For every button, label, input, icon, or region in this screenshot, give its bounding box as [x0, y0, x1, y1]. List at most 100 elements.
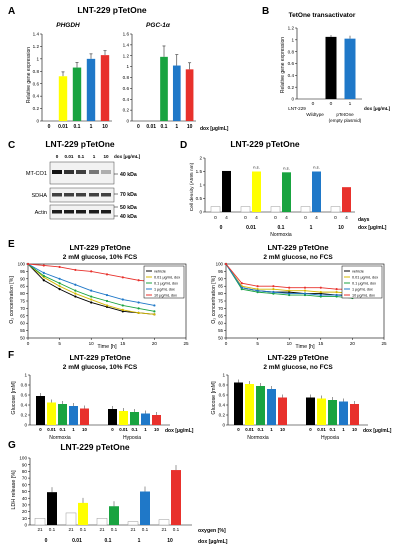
y-tick-label: 85 [218, 284, 223, 289]
x-tick-label: 25 [183, 341, 189, 346]
panel-a-A1-y-tick-label: 1 [36, 56, 39, 61]
y-tick-label: 60 [20, 321, 25, 326]
series-point [240, 282, 243, 285]
x-tick-label: 0.1 [329, 427, 336, 432]
panel-d-y-tick-label: 2 [199, 156, 202, 161]
panel-f-right-x-unit: dox [µg/mL] [363, 428, 392, 434]
series-point [153, 313, 156, 316]
x-tick-label: 10 [280, 427, 285, 432]
panel-e-right-subtitle: 2 mM glucose, no FCS [263, 254, 333, 261]
panel-a: A LNT-229 pTetOne Relative gene expressi… [8, 5, 229, 132]
panel-F1-y-tick-label: 0.4 [21, 403, 28, 408]
panel-b-y-tick-label: 0.8 [288, 49, 295, 54]
x-tick-label: 1 [72, 427, 75, 432]
panel-e-left-subtitle: 2 mM glucose, 10% FCS [63, 254, 138, 261]
x-sub-label: 4 [255, 215, 258, 221]
x-sub-label: 0.1 [111, 527, 118, 532]
legend-label: 10 µg/mL dox [154, 294, 177, 298]
bar-A2-10 [185, 69, 194, 121]
panel-a-x-unit: dox [µg/mL] [200, 126, 229, 132]
x-sub-label: 0 [274, 215, 277, 221]
bar-d-day4-10 [342, 187, 351, 212]
y-tick-label: 50 [218, 336, 223, 341]
panel-g-y-tick-label: 10 [22, 516, 28, 521]
series-point [58, 282, 61, 285]
bar-g-01-10 [171, 470, 181, 525]
chart-pgc1a: 0 0.2 0.4 0.6 0.8 1 1.2 1.4 1.6 0 0.01 0.1 1 10 [123, 32, 196, 130]
panel-F1-y-tick-label: 0.8 [21, 383, 28, 388]
chart-tetone: 0 0.2 0.4 0.6 0.8 1 1.2 0 0 1 [288, 26, 362, 107]
y-tick-label: 75 [218, 299, 223, 304]
sig-label: n.s. [253, 165, 259, 170]
panel-g-y-tick-label: 80 [22, 469, 28, 474]
x-sub-label: 0.1 [173, 527, 180, 532]
panel-c-dox-label: dox [µg/mL] [114, 154, 141, 159]
y-tick-label: 65 [20, 313, 25, 318]
panel-d-title: LNT-229 pTetOne [230, 139, 300, 149]
panel-b-group-tet-2: (empty plasmid) [329, 118, 362, 123]
chart-glucose-fcs: 00.20.40.60.810 0.01 0.1 1 10 0 0.01 0.1 1 10 [21, 373, 170, 432]
x-tick-label: 5 [256, 341, 259, 346]
y-tick-label: 100 [216, 262, 224, 267]
panel-a-A1-y-tick-label: 0.6 [33, 81, 40, 86]
series-point [319, 293, 322, 297]
bar-A1-0.01 [58, 76, 68, 121]
y-tick-label: 90 [218, 276, 223, 281]
bar-A1-1 [86, 58, 96, 121]
x-tick-label: 15 [318, 341, 324, 346]
series-point [58, 277, 61, 280]
panel-F1-y-tick-label: 0.6 [21, 393, 28, 398]
legend-label: vehicle [154, 270, 166, 274]
y-tick-label: 95 [20, 269, 25, 274]
x-sub-label: 21 [130, 527, 136, 532]
blot-lane-0.1: 0.1 [78, 154, 85, 159]
x-tick-label: 1 [310, 225, 313, 231]
series-point [74, 268, 77, 272]
bar-d-day4-0.01 [252, 171, 261, 212]
band-actin [89, 210, 99, 214]
panel-b-y-tick-label: 1 [291, 37, 294, 42]
x-tick-label: 0.01 [58, 124, 68, 130]
x-tick-label: 0 [48, 124, 51, 130]
legend-label: 1 µg/mL dox [352, 288, 373, 292]
panel-f-right-hypoxia: Hypoxia [321, 435, 339, 441]
panel-d-y-tick-label: 1 [199, 183, 202, 188]
series-point [272, 285, 275, 288]
series-point [288, 289, 291, 292]
series-point [121, 298, 124, 301]
x-tick-label: 1 [138, 538, 141, 544]
band-sdha [101, 193, 111, 197]
series-point [137, 307, 140, 310]
panel-letter-a: A [8, 6, 15, 17]
panel-e-left-legend: vehicle 0.01 µg/mL dox 0.1 µg/mL dox 1 µg/m… [143, 265, 185, 299]
x-sub-label: 21 [161, 527, 167, 532]
x-tick-label: 15 [120, 341, 126, 346]
x-sub-label: 4 [345, 215, 348, 221]
panel-a-A2-y-tick-label: 1.6 [123, 32, 130, 37]
panel-F2-y-tick-label: 1 [222, 373, 225, 378]
y-tick-label: 90 [20, 276, 25, 281]
series-point [272, 288, 275, 291]
series-point [58, 288, 61, 291]
bar-b-1 [325, 36, 337, 99]
bar-F2-0-0 [234, 382, 243, 425]
panel-a-ylabel: Relative gene expression [26, 47, 32, 103]
legend-label: 0.1 µg/mL dox [352, 282, 376, 286]
blot-lane-10: 10 [103, 154, 109, 159]
panel-b-title: TetOne transactivator [289, 12, 356, 19]
x-sub-label: 0.1 [142, 527, 149, 532]
panel-b-x-unit: dox [µg/mL] [364, 106, 391, 111]
y-tick-label: 100 [18, 262, 26, 267]
y-tick-label: 80 [20, 291, 25, 296]
x-tick-label: 0 [39, 427, 42, 432]
x-sub-label: 0 [334, 215, 337, 221]
panel-g-y-tick-label: 30 [22, 503, 28, 508]
bar-F2-0-1 [245, 384, 254, 425]
sig-label: n.s. [283, 165, 289, 170]
panel-d-y-tick-label: 0 [199, 210, 202, 215]
series-line-4 [225, 263, 353, 290]
panel-letter-g: G [8, 440, 16, 451]
x-tick-label: 0.1 [131, 427, 138, 432]
bar-d-day0-1 [300, 206, 311, 213]
bar-A2-1 [172, 65, 181, 121]
